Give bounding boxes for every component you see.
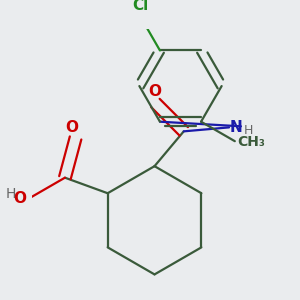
Text: N: N (230, 120, 243, 135)
Text: O: O (65, 120, 78, 135)
Text: H: H (6, 187, 16, 201)
Text: Cl: Cl (132, 0, 148, 14)
Text: CH₃: CH₃ (237, 135, 265, 149)
Text: O: O (13, 191, 26, 206)
Text: H: H (244, 124, 254, 137)
Text: O: O (148, 84, 161, 99)
